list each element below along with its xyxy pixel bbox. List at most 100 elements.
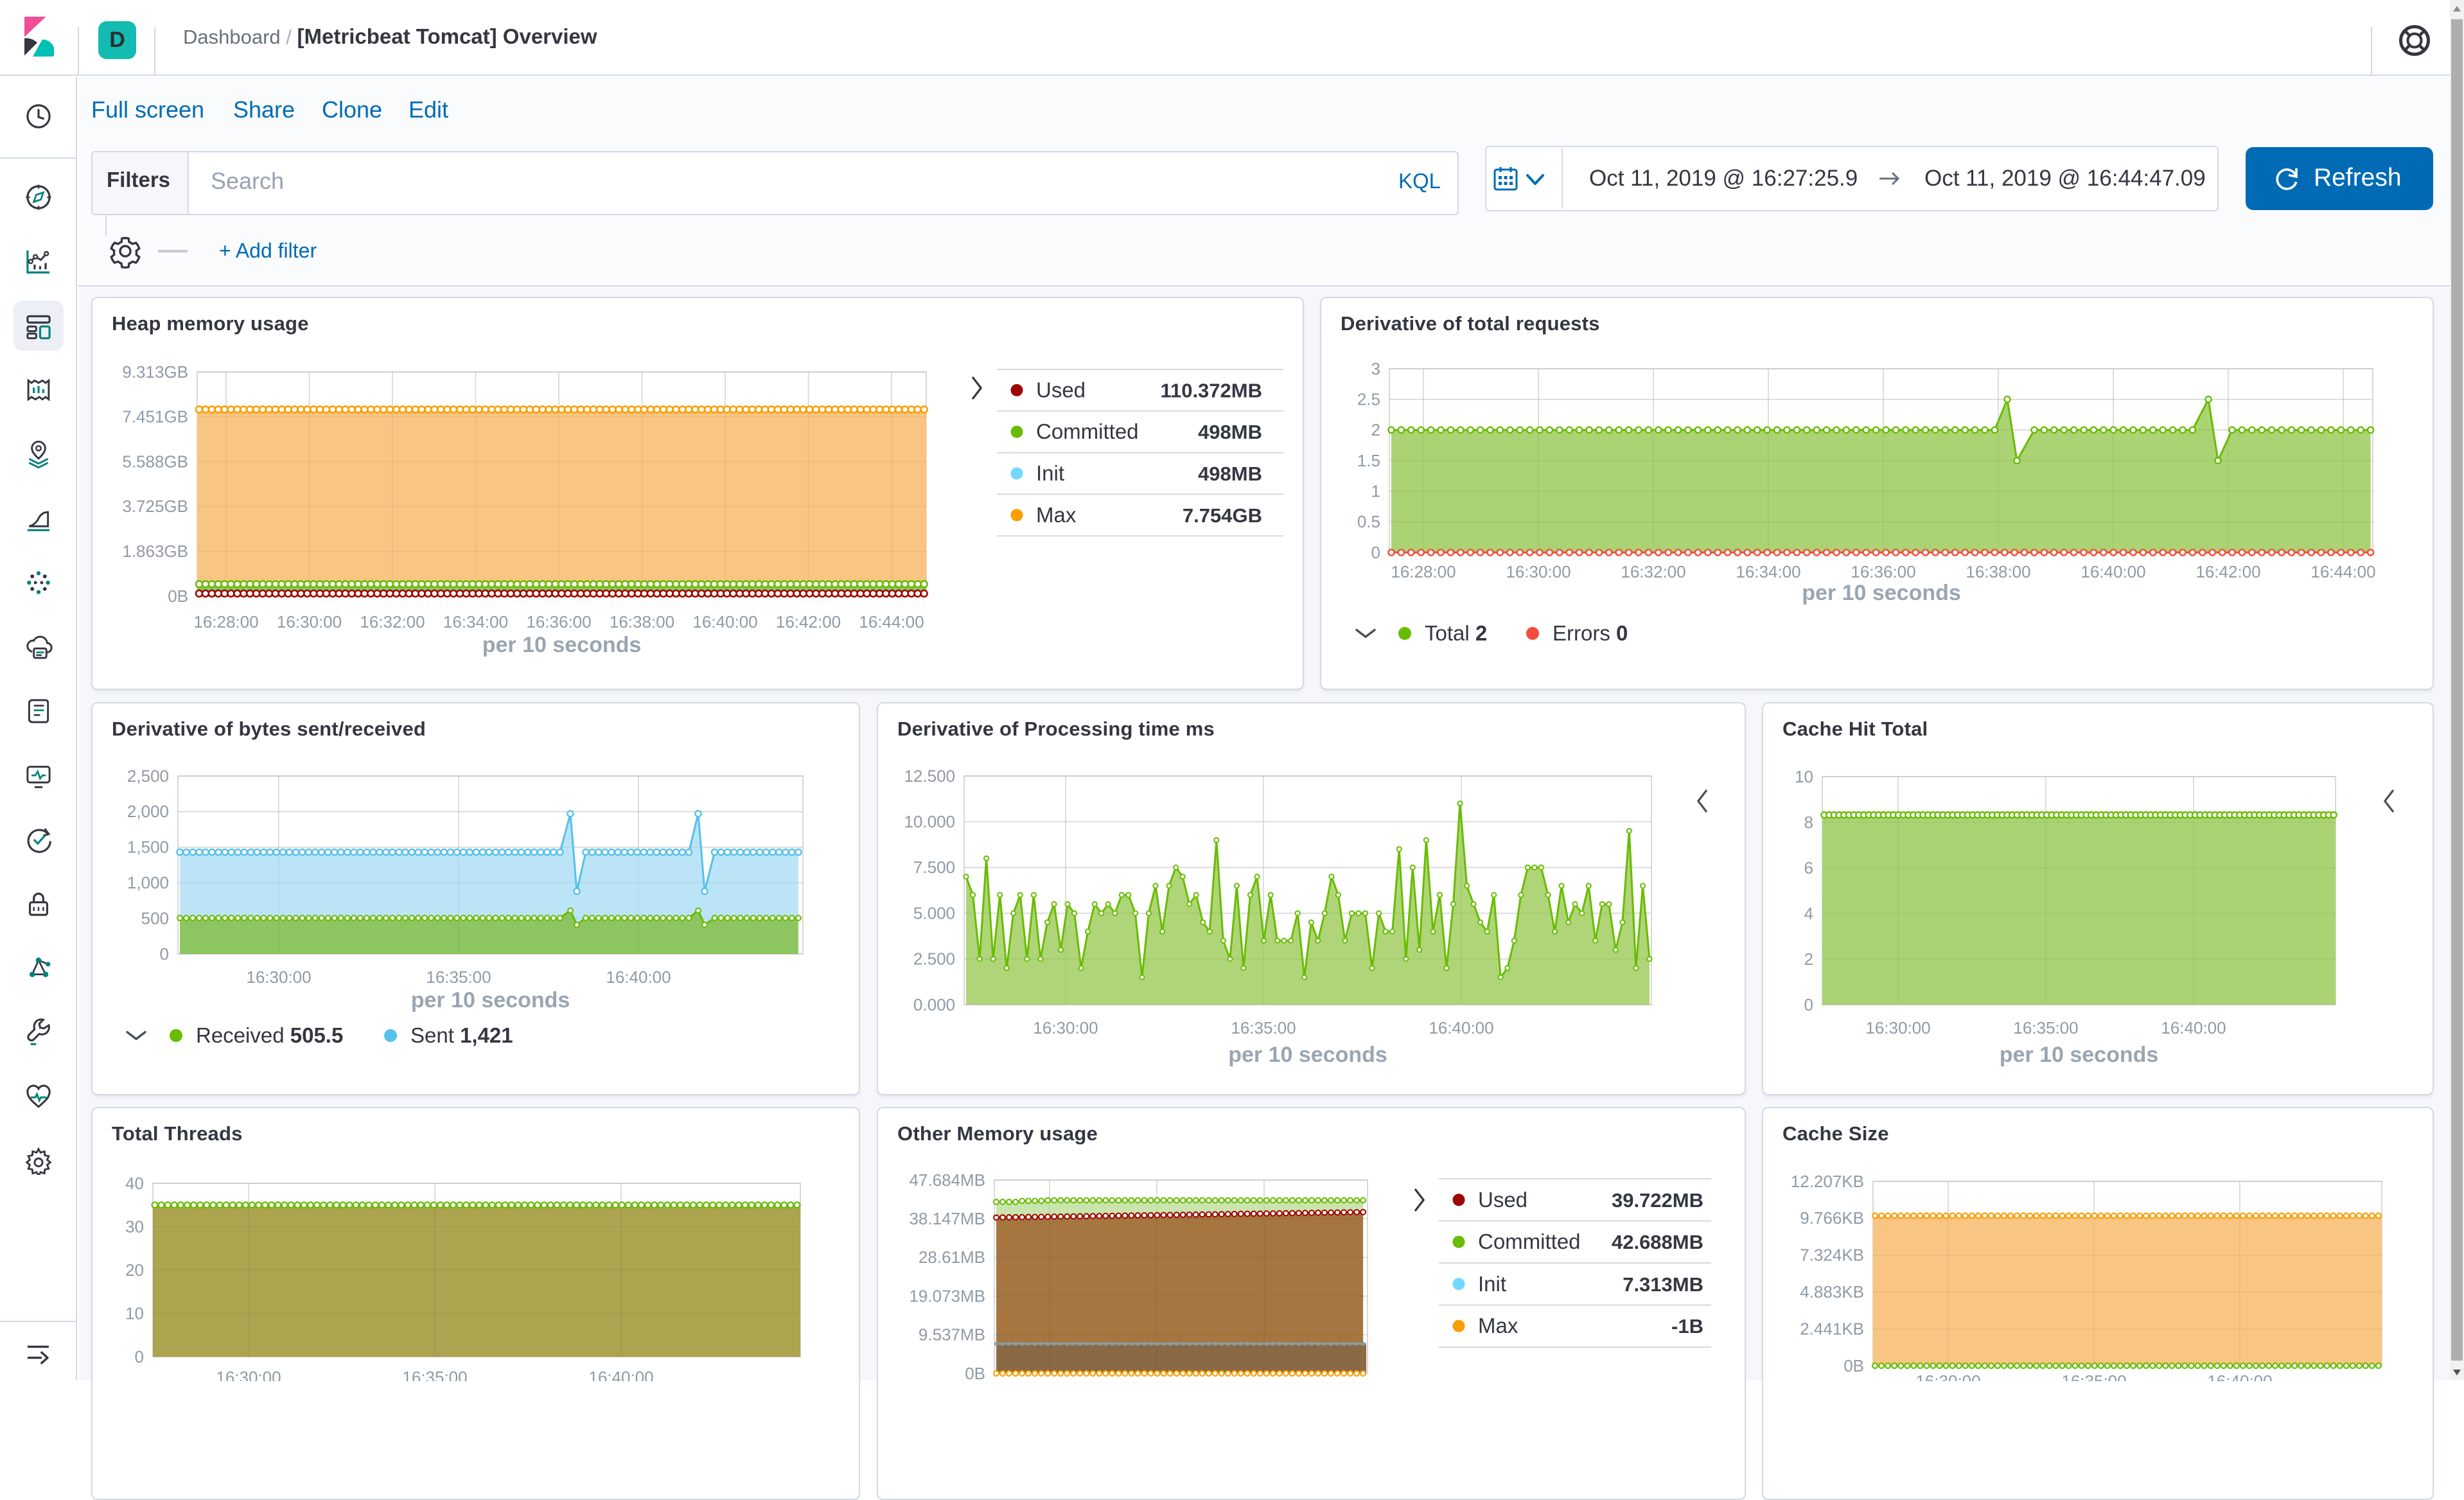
svg-text:498MB: 498MB [1198,421,1262,443]
svg-text:per 10 seconds: per 10 seconds [1228,1043,1387,1067]
svg-text:-1B: -1B [1671,1315,1703,1337]
svg-text:7.451GB: 7.451GB [122,407,188,427]
svg-text:30: 30 [125,1217,144,1236]
svg-text:39.722MB: 39.722MB [1612,1189,1703,1212]
svg-text:7.754GB: 7.754GB [1183,504,1262,527]
svg-text:16:35:00: 16:35:00 [2013,1018,2078,1037]
svg-text:Max: Max [1478,1314,1518,1337]
svg-text:Committed: Committed [1036,419,1139,443]
svg-text:4.883KB: 4.883KB [1800,1282,1864,1301]
svg-text:16:30:00: 16:30:00 [277,612,342,631]
svg-text:2.5: 2.5 [1357,390,1380,409]
svg-text:3: 3 [1371,359,1380,378]
svg-text:1,500: 1,500 [127,838,169,857]
svg-text:Used: Used [1478,1188,1527,1212]
svg-text:0: 0 [135,1347,144,1366]
svg-text:42.688MB: 42.688MB [1612,1231,1703,1253]
svg-text:16:40:00: 16:40:00 [2207,1372,2272,1381]
svg-text:2.500: 2.500 [913,949,955,969]
svg-text:9.313GB: 9.313GB [122,362,188,382]
svg-text:7.313MB: 7.313MB [1623,1273,1703,1296]
svg-text:2,000: 2,000 [127,802,169,821]
svg-text:16:30:00: 16:30:00 [1915,1372,1980,1381]
svg-text:10.000: 10.000 [904,812,955,831]
svg-text:16:42:00: 16:42:00 [776,612,841,631]
svg-text:9.537MB: 9.537MB [919,1325,985,1345]
svg-text:16:42:00: 16:42:00 [2196,562,2260,581]
svg-text:16:40:00: 16:40:00 [2161,1018,2226,1037]
svg-text:47.684MB: 47.684MB [909,1170,985,1190]
svg-text:5.588GB: 5.588GB [122,452,188,471]
svg-text:2: 2 [1371,420,1380,439]
svg-text:Total 2: Total 2 [1425,621,1487,645]
svg-text:16:30:00: 16:30:00 [1506,562,1571,581]
svg-text:498MB: 498MB [1198,463,1262,485]
svg-text:4: 4 [1804,904,1813,923]
svg-text:500: 500 [141,908,169,928]
svg-text:28.61MB: 28.61MB [919,1248,985,1267]
svg-text:0B: 0B [965,1364,985,1381]
svg-text:16:38:00: 16:38:00 [1966,562,2030,581]
svg-text:Received 505.5: Received 505.5 [196,1023,343,1047]
svg-text:16:30:00: 16:30:00 [246,967,311,987]
svg-text:16:40:00: 16:40:00 [692,612,757,631]
svg-text:12.207KB: 12.207KB [1791,1172,1864,1191]
svg-text:7.324KB: 7.324KB [1800,1246,1864,1265]
svg-text:5.000: 5.000 [913,903,955,922]
svg-text:0B: 0B [1844,1356,1864,1375]
svg-text:0.5: 0.5 [1357,512,1380,531]
svg-text:16:35:00: 16:35:00 [426,967,491,987]
svg-text:16:38:00: 16:38:00 [610,612,674,631]
svg-text:0: 0 [160,944,169,964]
svg-text:19.073MB: 19.073MB [909,1286,985,1305]
svg-text:Init: Init [1478,1272,1506,1296]
svg-text:16:32:00: 16:32:00 [360,612,425,631]
svg-text:16:44:00: 16:44:00 [859,612,924,631]
svg-text:40: 40 [125,1174,144,1193]
svg-text:Init: Init [1036,461,1064,485]
svg-text:1,000: 1,000 [127,873,169,892]
svg-text:12.500: 12.500 [904,766,955,786]
svg-text:0: 0 [1804,995,1813,1014]
svg-text:9.766KB: 9.766KB [1800,1208,1864,1228]
svg-text:per 10 seconds: per 10 seconds [2000,1043,2159,1067]
svg-text:Errors 0: Errors 0 [1553,621,1628,645]
svg-text:8: 8 [1804,813,1813,832]
svg-text:16:28:00: 16:28:00 [1391,562,1456,581]
svg-text:Max: Max [1036,503,1077,527]
svg-text:1: 1 [1371,482,1380,501]
svg-text:110.372MB: 110.372MB [1160,379,1262,401]
svg-text:per 10 seconds: per 10 seconds [411,988,570,1012]
svg-text:0B: 0B [168,587,188,606]
svg-text:2.441KB: 2.441KB [1800,1319,1864,1338]
svg-text:16:35:00: 16:35:00 [402,1368,467,1381]
svg-text:2: 2 [1804,949,1813,969]
svg-text:per 10 seconds: per 10 seconds [482,633,642,657]
svg-text:16:28:00: 16:28:00 [193,612,258,631]
svg-text:6: 6 [1804,858,1813,878]
svg-text:16:34:00: 16:34:00 [1736,562,1800,581]
svg-text:16:32:00: 16:32:00 [1621,562,1685,581]
svg-text:3.725GB: 3.725GB [122,497,188,516]
svg-text:16:36:00: 16:36:00 [526,612,591,631]
svg-text:per 10 seconds: per 10 seconds [1802,581,1961,605]
svg-text:7.500: 7.500 [913,858,955,877]
svg-text:Committed: Committed [1478,1230,1581,1253]
svg-text:20: 20 [125,1260,144,1280]
svg-text:10: 10 [1795,767,1813,786]
svg-text:16:35:00: 16:35:00 [1231,1018,1296,1037]
svg-text:Sent 1,421: Sent 1,421 [410,1023,513,1047]
svg-text:16:30:00: 16:30:00 [1865,1018,1930,1037]
svg-text:16:40:00: 16:40:00 [588,1368,653,1381]
svg-text:0.000: 0.000 [913,995,955,1014]
svg-text:16:44:00: 16:44:00 [2310,562,2375,581]
svg-text:0: 0 [1371,543,1380,562]
svg-text:16:36:00: 16:36:00 [1851,562,1915,581]
svg-text:16:30:00: 16:30:00 [216,1368,281,1381]
svg-text:16:40:00: 16:40:00 [1429,1018,1493,1037]
svg-text:16:40:00: 16:40:00 [606,967,671,987]
svg-text:1.863GB: 1.863GB [122,542,188,561]
svg-text:10: 10 [125,1303,144,1323]
svg-text:16:35:00: 16:35:00 [2061,1372,2126,1381]
svg-text:Used: Used [1036,378,1086,401]
